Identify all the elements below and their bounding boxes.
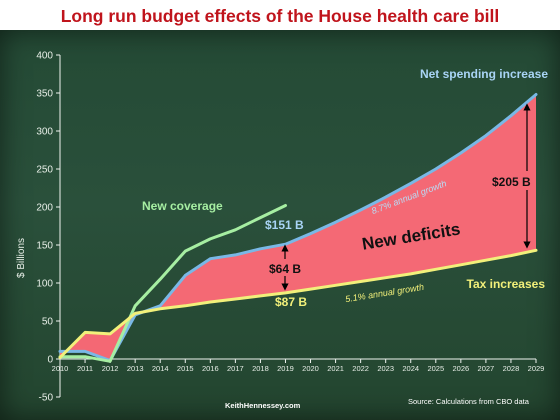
chart-board: -50 0 50 100 150 200 250 300 350 400 2010 2011 2012 2… <box>0 30 560 420</box>
x-tick-label: 2022 <box>352 364 369 373</box>
x-tick-label: 2017 <box>227 364 244 373</box>
net-spending-legend: Net spending increase <box>420 67 548 81</box>
y-tick-label: 100 <box>36 279 53 290</box>
credit-label: KeithHennessey.com <box>225 401 301 410</box>
x-tick-label: 2019 <box>277 364 294 373</box>
y-tick-label: 150 <box>36 241 53 252</box>
x-tick-label: 2012 <box>102 364 119 373</box>
line-chart: -50 0 50 100 150 200 250 300 350 400 2010 2011 2012 2… <box>16 51 548 411</box>
x-tick-label: 2020 <box>302 364 319 373</box>
x-tick-label: 2024 <box>402 364 419 373</box>
y-tick-label: 200 <box>36 203 53 214</box>
chart-title: Long run budget effects of the House hea… <box>60 6 500 26</box>
y-tick-label: 400 <box>36 51 53 62</box>
x-tick-label: 2011 <box>77 364 93 373</box>
series-line-new-coverage <box>58 204 287 363</box>
gap-2019-value-label: $64 B <box>269 262 301 276</box>
x-tick-label: 2013 <box>127 364 144 373</box>
x-tick-label: 2014 <box>152 364 169 373</box>
source-label: Source: Calculations from CBO data <box>408 397 530 406</box>
y-tick-label: 350 <box>36 89 53 100</box>
gap-2029-value-label: $205 B <box>492 175 531 189</box>
tax-2019-value-label: $87 B <box>275 295 307 309</box>
x-tick-label: 2016 <box>202 364 219 373</box>
growth-tax-label: 5.1% annual growth <box>344 282 424 304</box>
x-tick-label: 2026 <box>452 364 469 373</box>
x-tick-label: 2010 <box>52 364 69 373</box>
x-tick-label: 2027 <box>478 364 495 373</box>
series-line-tax-increases <box>58 248 538 359</box>
new-coverage-legend: New coverage <box>142 199 223 213</box>
x-tick-label: 2018 <box>252 364 269 373</box>
new-deficits-area <box>60 94 536 361</box>
y-tick-label: 50 <box>42 317 54 328</box>
x-tick-label: 2028 <box>503 364 520 373</box>
x-tick-label: 2025 <box>427 364 444 373</box>
x-tick-label: 2015 <box>177 364 194 373</box>
net-2019-value-label: $151 B <box>265 218 304 232</box>
y-tick-label: -50 <box>39 393 54 404</box>
tax-increases-legend: Tax increases <box>467 277 546 291</box>
y-tick-label: 250 <box>36 165 53 176</box>
x-tick-label: 2023 <box>377 364 394 373</box>
y-tick-label: 300 <box>36 127 53 138</box>
y-axis-label: $ Billions <box>16 238 27 278</box>
x-tick-label: 2029 <box>528 364 545 373</box>
x-tick-label: 2021 <box>327 364 344 373</box>
y-tick-label: 0 <box>47 355 53 366</box>
